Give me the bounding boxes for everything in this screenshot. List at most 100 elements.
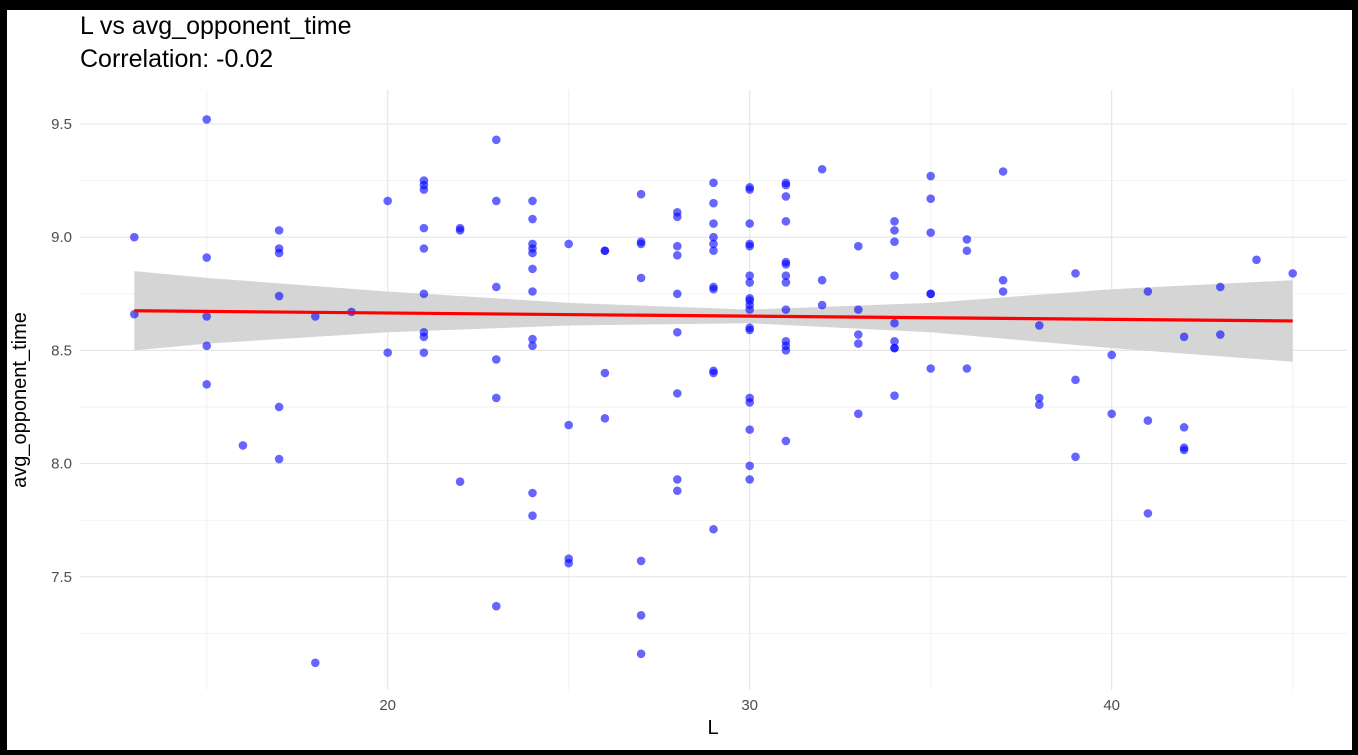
data-point [1288,269,1297,278]
data-point [709,219,718,228]
x-tick-label: 30 [741,697,758,714]
data-point [781,436,791,446]
data-point [745,219,754,228]
data-point [854,330,863,339]
data-point [998,287,1008,296]
data-point [636,556,646,566]
data-point [528,511,537,520]
data-point [1107,409,1116,419]
data-point [673,212,682,222]
data-point [564,239,573,249]
data-point [673,241,682,251]
data-point [926,171,935,181]
data-point [1216,282,1225,292]
data-point [673,486,682,496]
data-point [1179,332,1189,342]
data-point [890,337,899,346]
y-axis-title: avg_opponent_time [9,312,31,488]
data-point [673,475,682,484]
data-point [564,420,573,430]
data-point [274,248,284,258]
tick-labels: 20 30 40 7.5 8.0 8.5 9.0 9.5 [51,116,1120,714]
data-point [238,441,248,450]
x-tick-label: 20 [379,697,396,714]
data-point [709,524,718,534]
data-point [419,244,429,253]
data-point [1071,269,1080,278]
data-point [1252,255,1261,265]
data-point [709,284,718,294]
regression-line-layer [134,309,1293,323]
data-point [926,228,935,237]
data-point [745,305,754,314]
data-points [130,115,1297,668]
data-point [890,343,899,353]
data-point [600,246,610,256]
data-point [745,185,754,194]
data-point [1035,321,1044,330]
data-point [492,355,501,364]
data-point [854,339,863,348]
data-point [1035,400,1044,410]
data-point [492,601,501,611]
data-point [673,250,682,260]
data-point [962,364,972,373]
data-point [419,185,429,194]
data-point [709,368,718,378]
data-point [745,398,754,407]
data-point [817,275,827,285]
data-point [781,305,791,314]
data-point [600,368,610,378]
data-point [745,461,754,471]
x-tick-label: 40 [1103,697,1120,714]
data-point [854,409,863,419]
data-point [781,217,791,226]
data-point [130,232,139,242]
data-point [709,178,718,188]
data-point [1071,375,1080,385]
data-point [1216,330,1225,339]
data-point [745,241,754,251]
data-point [492,135,501,145]
data-point [1143,287,1153,296]
data-point [1179,423,1189,432]
data-point [528,488,537,498]
chart-canvas: L vs avg_opponent_time Correlation: -0.0… [7,10,1352,750]
data-point [419,289,429,299]
data-point [854,305,863,314]
data-point [781,278,791,287]
data-point [1143,509,1153,518]
data-point [274,291,284,301]
data-point [745,278,754,287]
data-point [781,271,791,280]
data-point [202,312,211,321]
data-point [636,649,646,659]
data-point [419,348,429,357]
y-tick-label: 9.0 [51,229,72,246]
data-point [492,282,501,292]
data-point [528,287,537,296]
data-point [890,271,899,280]
data-point [311,658,320,668]
data-point [962,235,972,244]
data-point [673,289,682,299]
data-point [673,327,682,337]
data-point [709,246,718,256]
data-point [636,610,646,620]
data-point [926,364,935,373]
data-point [709,232,718,242]
data-point [781,346,791,355]
scatter-plot: L vs avg_opponent_time Correlation: -0.0… [9,12,1347,739]
y-tick-label: 9.5 [51,116,72,133]
data-point [817,300,827,310]
data-point [926,194,935,203]
data-point [528,341,537,351]
data-point [745,325,754,335]
data-point [890,237,899,246]
data-point [709,239,718,249]
data-point [636,273,646,283]
y-tick-label: 8.5 [51,342,72,359]
data-point [673,389,682,398]
data-point [455,477,465,486]
data-point [455,226,465,235]
